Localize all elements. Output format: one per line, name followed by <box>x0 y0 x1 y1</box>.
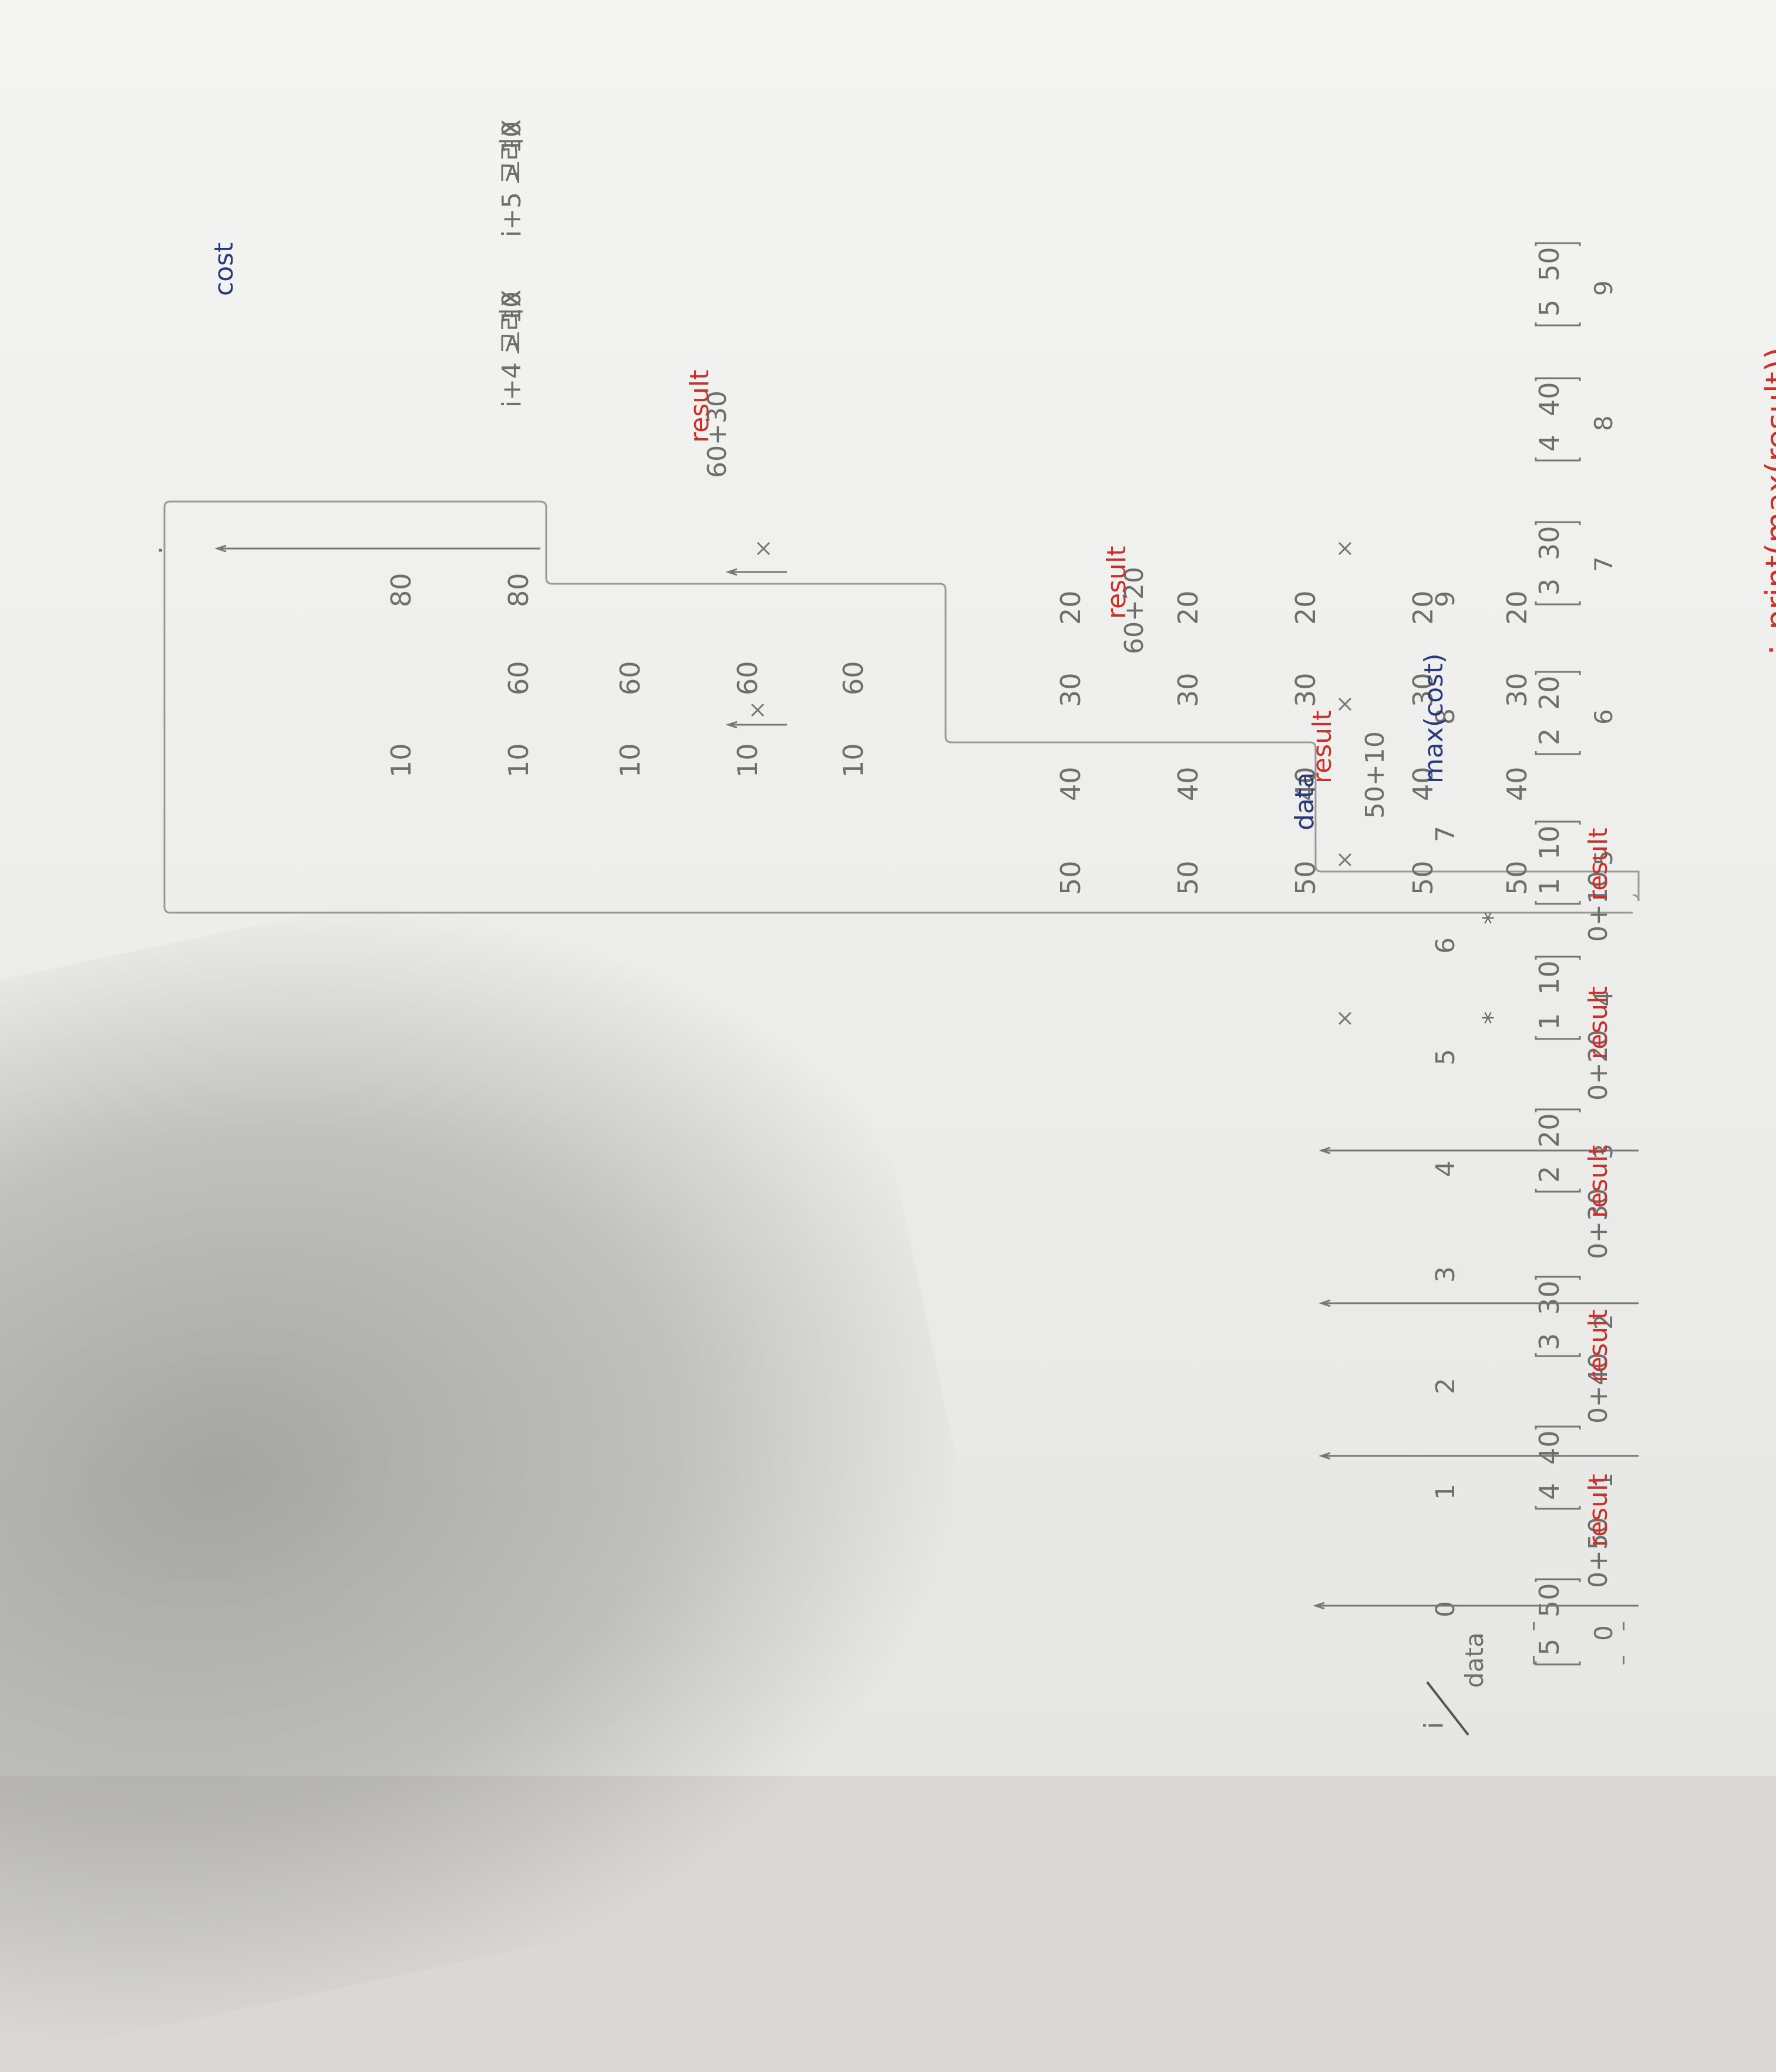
cost-cell: 20 <box>1290 590 1321 625</box>
cost-cell: 10 <box>614 743 646 778</box>
cost-cell: 50 <box>1172 860 1204 895</box>
calc-step: 50+10 <box>1360 731 1390 819</box>
cost-cell: 20 <box>1172 590 1204 625</box>
cost-cell: 30 <box>1172 672 1204 707</box>
final-answer: ∴ print(max(result)) <box>1759 347 1776 660</box>
cost-cell: 10 <box>503 743 534 778</box>
cost-cell: 60 <box>732 661 763 695</box>
cost-cell: 50 <box>1407 860 1439 895</box>
result-label: result <box>685 369 715 443</box>
note-x: 고려X <box>497 289 527 355</box>
result-label: result <box>1583 1474 1613 1547</box>
result-label: result <box>1583 1309 1613 1383</box>
cost-cell: 10 <box>385 743 417 778</box>
cost-cell: 30 <box>1501 672 1533 707</box>
cost-cell: 20 <box>1407 590 1439 625</box>
notebook-page-rotated: i data 0 1 2 3 4 5 6 7 8 9 0 5 50 1 4 40… <box>0 0 1776 1776</box>
pencil-lines <box>163 242 1640 1666</box>
cost-cell: 30 <box>1055 672 1087 707</box>
result-label: result <box>1583 986 1613 1059</box>
corner-divider <box>1426 1681 1469 1736</box>
cost-cell: 80 <box>503 573 534 607</box>
star-mark: * <box>1478 911 1508 924</box>
cost-cell: 60 <box>837 661 869 695</box>
cost-cell: 50 <box>1501 860 1533 895</box>
cost-cell: 60 <box>614 661 646 695</box>
cost-cell: 50 <box>1290 860 1321 895</box>
cost-cell: 80 <box>385 573 417 607</box>
cost-cell: 50 <box>1055 860 1087 895</box>
cost-cell: 30 <box>1290 672 1321 707</box>
cost-cell: 20 <box>1501 590 1533 625</box>
cost-cell: 10 <box>837 743 869 778</box>
result-label: result <box>1583 1145 1613 1218</box>
cost-cell: 40 <box>1172 766 1204 801</box>
result-label: result <box>1583 828 1613 901</box>
result-label: result <box>1102 546 1132 619</box>
dot-mark: . <box>139 546 169 554</box>
cost-cell: 60 <box>503 661 534 695</box>
cost-cell: 40 <box>1501 766 1533 801</box>
star-mark: * <box>1478 1011 1508 1024</box>
cost-label: cost <box>209 242 239 296</box>
result-label: result <box>1307 710 1337 783</box>
cost-cell: 10 <box>732 743 763 778</box>
cost-cell: 20 <box>1055 590 1087 625</box>
note-x: 고려X <box>497 119 527 184</box>
max-cost-label: max(cost) <box>1419 653 1449 783</box>
cost-cell: 40 <box>1055 766 1087 801</box>
